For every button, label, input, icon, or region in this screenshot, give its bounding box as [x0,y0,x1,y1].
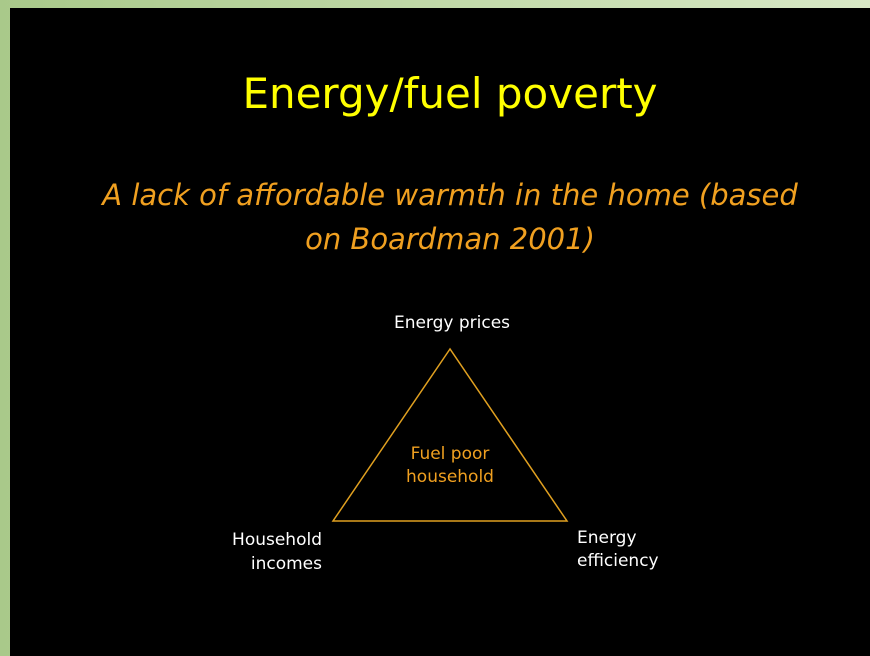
node-label: Energy prices [394,313,510,333]
title: Energy/fuel poverty [242,69,657,118]
subtitle: on Boardman 2001) [305,222,595,256]
triangle [331,347,569,522]
node-label: incomes [251,554,322,574]
center-label: household [406,467,494,487]
node-label: Energy [577,528,637,548]
slide-background [10,8,870,656]
subtitle: A lack of affordable warmth in the home … [100,178,798,212]
node-label: Household [232,530,322,550]
node-label: efficiency [577,551,659,571]
center-label: Fuel poor [411,444,490,464]
